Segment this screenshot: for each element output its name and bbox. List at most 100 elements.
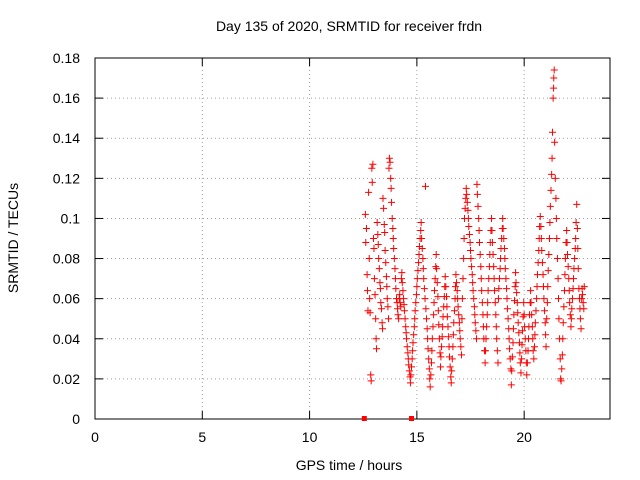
data-point	[437, 353, 445, 361]
data-point	[409, 347, 417, 355]
data-point	[402, 329, 410, 337]
data-point	[550, 74, 558, 82]
data-point	[482, 335, 490, 343]
data-point	[563, 239, 571, 247]
plot-frame	[94, 57, 611, 420]
data-point	[434, 307, 442, 315]
data-point	[528, 323, 536, 331]
data-point	[429, 323, 437, 331]
data-point	[403, 335, 411, 343]
data-point	[405, 367, 413, 375]
data-point	[370, 275, 378, 283]
data-point	[512, 279, 520, 287]
data-point	[421, 182, 429, 190]
data-point	[370, 235, 378, 242]
data-point	[430, 311, 438, 319]
data-point	[457, 343, 465, 351]
data-point	[482, 347, 490, 355]
y-tick-label: 0.04	[53, 331, 80, 347]
data-point	[430, 299, 438, 307]
data-point	[425, 355, 433, 363]
data-point	[384, 303, 392, 311]
data-point	[544, 267, 552, 275]
data-point	[492, 323, 500, 331]
data-point	[378, 319, 386, 327]
data-point	[529, 347, 537, 355]
data-point	[567, 315, 575, 323]
data-point	[446, 363, 454, 371]
data-point	[473, 180, 481, 188]
data-point	[450, 307, 458, 315]
data-point	[548, 170, 556, 178]
data-point	[372, 335, 380, 343]
data-point	[489, 251, 497, 259]
data-point	[389, 224, 397, 232]
data-point	[463, 190, 471, 198]
data-point	[385, 164, 393, 172]
data-point	[449, 343, 457, 351]
data-point	[415, 251, 423, 259]
data-point	[493, 335, 501, 343]
data-point	[561, 255, 569, 263]
data-point	[389, 235, 397, 242]
data-point	[501, 265, 509, 273]
data-point	[557, 377, 565, 385]
data-point	[533, 283, 541, 291]
data-point	[403, 343, 411, 351]
data-point	[396, 299, 404, 307]
data-point	[433, 265, 441, 273]
data-point	[578, 295, 586, 303]
data-point	[409, 339, 417, 347]
data-point	[468, 271, 476, 279]
data-point	[411, 315, 419, 323]
data-point	[492, 311, 500, 319]
data-point	[544, 283, 552, 291]
data-point	[387, 184, 395, 192]
data-point	[392, 285, 400, 293]
data-point	[523, 359, 531, 367]
data-point	[484, 287, 492, 295]
data-point	[362, 224, 370, 232]
data-point	[443, 313, 451, 321]
data-point	[545, 251, 553, 259]
data-point	[379, 325, 387, 333]
data-point	[576, 315, 584, 323]
data-point	[408, 363, 416, 371]
data-point	[426, 375, 434, 383]
data-point	[561, 271, 569, 279]
data-point	[474, 202, 482, 210]
data-point	[454, 303, 462, 311]
data-point	[503, 285, 511, 293]
data-point	[563, 226, 571, 234]
data-point	[377, 305, 385, 313]
data-point	[491, 299, 499, 307]
x-axis-label: GPS time / hours	[296, 457, 403, 473]
data-point	[391, 265, 399, 273]
data-points	[361, 66, 588, 391]
data-point	[424, 345, 432, 353]
data-point	[540, 295, 548, 303]
data-point	[470, 295, 478, 303]
data-point	[568, 305, 576, 313]
data-point	[471, 311, 479, 319]
data-point	[571, 255, 579, 263]
data-point	[449, 331, 457, 339]
data-point	[572, 218, 580, 226]
data-point	[549, 94, 557, 102]
data-point	[376, 285, 384, 293]
x-tick-label: 5	[198, 429, 206, 445]
data-point	[559, 319, 567, 327]
data-point	[465, 230, 473, 238]
data-point	[453, 279, 461, 287]
data-point	[491, 287, 499, 295]
data-point	[531, 331, 539, 339]
data-point	[413, 283, 421, 291]
data-point	[463, 198, 471, 206]
data-point	[410, 323, 418, 331]
data-point	[375, 255, 383, 263]
data-point	[539, 271, 547, 279]
data-point	[376, 279, 384, 287]
x-tick-label: 0	[91, 429, 99, 445]
data-point	[537, 222, 545, 230]
